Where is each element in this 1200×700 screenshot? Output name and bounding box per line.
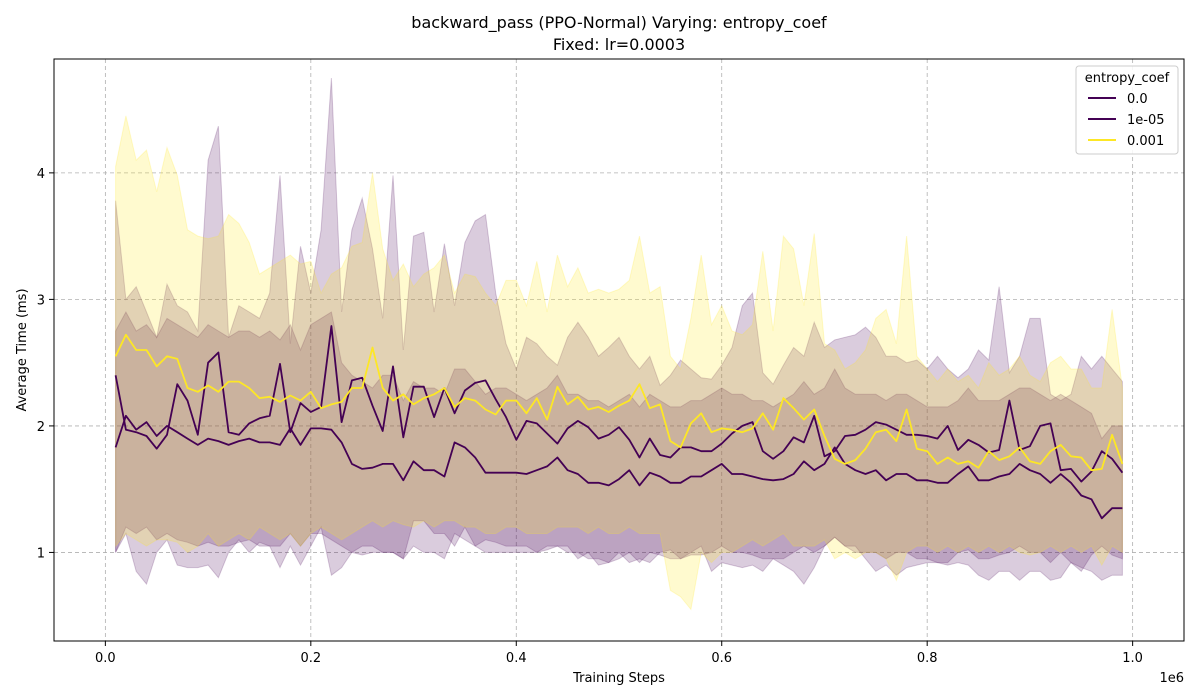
x-tick-label: 0.6 — [711, 651, 732, 666]
band-series-2 — [115, 115, 1123, 611]
confidence-bands — [115, 77, 1123, 611]
x-axis-label: Training Steps — [572, 671, 665, 686]
chart-subtitle: Fixed: lr=0.0003 — [553, 35, 685, 54]
y-tick-label: 1 — [37, 546, 45, 561]
legend-items: 0.0 1e-05 0.001 — [1088, 92, 1165, 149]
x-tick-label: 1.0 — [1122, 651, 1143, 666]
legend-label-0: 0.0 — [1127, 92, 1148, 107]
y-tick-label: 2 — [37, 420, 45, 435]
plot-frame — [53, 58, 1185, 642]
series-lines — [114, 325, 1124, 520]
line-series-2 — [114, 333, 1124, 472]
y-axis: 1 2 3 4 — [37, 167, 54, 561]
chart-title: backward_pass (PPO-Normal) Varying: entr… — [411, 13, 827, 33]
x-tick-label: 0.0 — [95, 651, 116, 666]
x-tick-label: 0.8 — [917, 651, 938, 666]
legend-label-2: 0.001 — [1127, 134, 1164, 149]
y-tick-label: 3 — [37, 293, 45, 308]
band-series-0 — [115, 77, 1123, 586]
legend-label-1: 1e-05 — [1127, 113, 1165, 128]
grid — [54, 59, 1184, 641]
x-tick-label: 0.2 — [300, 651, 321, 666]
x-axis: 0.0 0.2 0.4 0.6 0.8 1.0 — [95, 641, 1143, 666]
y-tick-label: 4 — [37, 167, 45, 182]
band-series-1 — [115, 310, 1123, 581]
line-series-1 — [114, 414, 1123, 520]
x-tick-label: 0.4 — [506, 651, 527, 666]
legend-title: entropy_coef — [1085, 71, 1170, 86]
legend: entropy_coef 0.0 1e-05 0.001 — [1075, 65, 1179, 155]
x-offset-label: 1e6 — [1159, 671, 1184, 686]
line-series-0 — [114, 325, 1124, 483]
y-axis-label: Average Time (ms) — [15, 288, 30, 411]
legend-box — [1075, 65, 1179, 155]
